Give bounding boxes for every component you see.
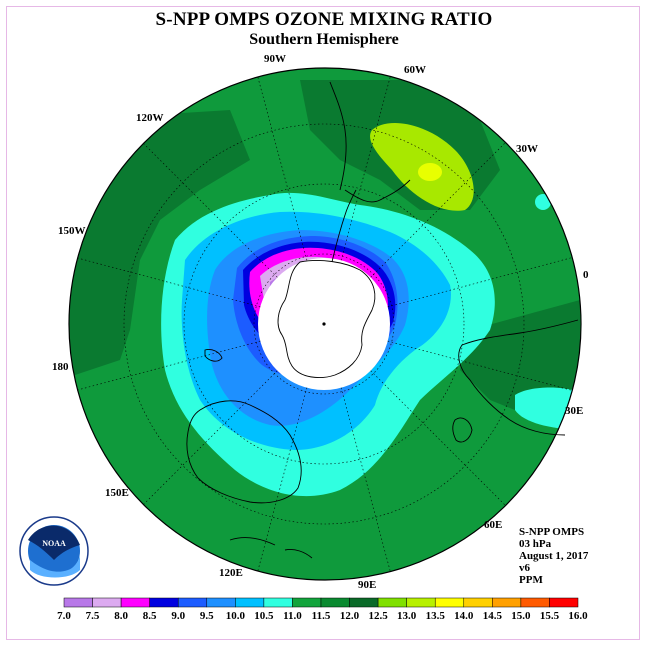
lon-label-90e: 90E [358,579,376,591]
lat-circle-50 [183,183,465,465]
madagascar [452,417,473,443]
colorbar-tick-label: 9.0 [171,610,185,622]
colorbar-swatch [177,597,208,608]
colorbar-tick-label: 8.5 [143,610,157,622]
colorbar-swatch [92,597,122,608]
lon-label-180: 180 [52,361,69,373]
colorbar-swatch [434,597,465,608]
colorbar-tick-label: 12.0 [340,610,360,622]
colorbar-swatch [292,597,322,608]
colorbar-swatch [492,597,522,608]
info-date: August 1, 2017 [519,550,589,562]
colorbar-swatch [63,597,93,608]
colorbar-tick-label: 7.0 [57,610,71,622]
colorbar-tick-label: 9.5 [200,610,214,622]
colorbar: 7.0 7.5 8.0 8.5 9.0 9.5 10.0 10.5 11.0 11.5 12.0 12… [57,597,588,622]
antarctic-peninsula [331,189,357,263]
south-america [329,81,411,203]
logo-text: NOAA [42,539,66,548]
longitude-labels: 90W 60W 120W 30W 150W 0 180 30E 150E 60E… [52,53,589,591]
colorbar-swatch [149,597,179,608]
new-zealand [204,349,223,362]
antarctica-coast [277,259,376,378]
colorbar-tick-label: 16.0 [568,610,588,622]
lon-label-30e: 30E [565,405,583,417]
lon-label-0: 0 [583,269,589,281]
colorbar-tick-label: 13.5 [426,610,446,622]
africa [458,319,579,436]
south-pole-marker [322,322,326,326]
colorbar-swatch [377,597,407,608]
lon-label-120e: 120E [219,567,243,579]
figure-frame [6,6,640,640]
lon-label-60e: 60E [484,519,502,531]
colorbar-tick-label: 15.5 [540,610,560,622]
info-version: v6 [519,562,530,574]
noaa-logo: NOAA [19,516,89,586]
colorbar-swatch [320,597,350,608]
indonesia [229,537,313,559]
info-units: PPM [519,574,543,586]
graticule [76,76,572,572]
map-subtitle: Southern Hemisphere [249,31,399,48]
colorbar-tick-label: 10.5 [254,610,274,622]
lon-label-150w: 150W [58,225,86,237]
colorbar-swatch [520,597,550,608]
yellow-core [418,163,442,181]
logo-bird [28,525,80,560]
map-title: S-NPP OMPS OZONE MIXING RATIO [155,9,493,30]
lat-circle-30 [123,123,525,525]
colorbar-swatch [235,597,265,608]
colorbar-swatch [349,597,379,608]
map-border [68,67,582,581]
colorbar-tick-label: 11.0 [283,610,302,622]
colorbar-swatch [463,597,493,608]
colorbar-tick-label: 12.5 [368,610,388,622]
lon-label-120w: 120W [136,112,164,124]
coastlines [186,81,579,559]
lon-label-150e: 150E [105,487,129,499]
colorbar-tick-label: 15.0 [511,610,531,622]
colorbar-swatch [263,597,293,608]
cyan-small-patch [535,194,551,210]
colorbar-swatch [406,597,436,608]
colorbar-swatch [549,597,579,608]
australia [186,400,302,504]
lon-label-60w: 60W [404,64,426,76]
colorbar-tick-label: 14.0 [454,610,474,622]
lat-circle-70 [253,253,395,395]
lon-label-90w: 90W [264,53,286,65]
colorbar-tick-label: 8.0 [114,610,128,622]
colorbar-tick-label: 10.0 [226,610,246,622]
logo-wave [30,556,80,578]
info-level: 03 hPa [519,538,552,550]
lon-label-30w: 30W [516,143,538,155]
colorbar-tick-label: 7.5 [86,610,100,622]
colorbar-tick-label: 11.5 [312,610,331,622]
info-instrument: S-NPP OMPS [519,526,585,538]
colorbar-swatch [206,597,236,608]
colorbar-tick-label: 13.0 [397,610,417,622]
colorbar-swatch [120,597,150,608]
colorbar-tick-label: 14.5 [483,610,503,622]
